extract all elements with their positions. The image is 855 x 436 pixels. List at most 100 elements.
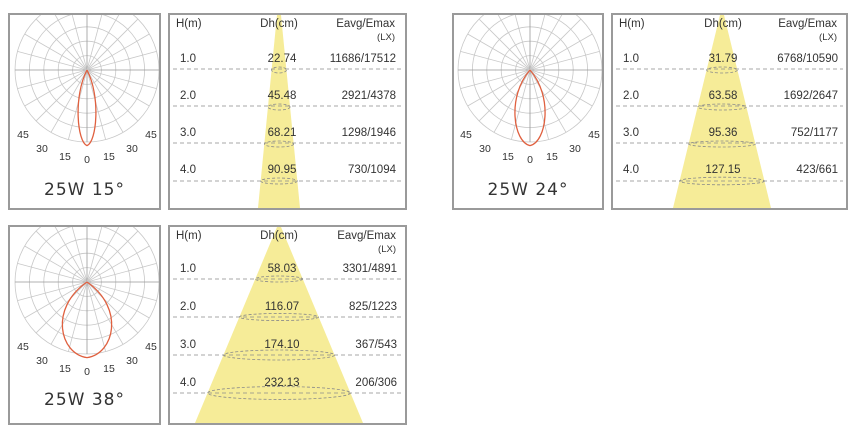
row-illuminance: 730/1094 — [348, 164, 396, 176]
spot-ellipses — [207, 275, 351, 400]
angle-label-right-45: 45 — [145, 129, 157, 141]
row-height: 2.0 — [180, 301, 196, 313]
row-diameter: 116.07 — [264, 301, 300, 313]
row-diameter: 95.36 — [708, 127, 738, 139]
header-illuminance: Eavg/Emax — [336, 18, 395, 30]
row-height: 1.0 — [180, 263, 196, 275]
row-illuminance: 423/661 — [796, 164, 838, 176]
row-diameter: 63.58 — [708, 90, 738, 102]
angle-label-left-15: 15 — [502, 151, 514, 163]
polar-grid — [14, 15, 159, 143]
angle-label-right-30: 30 — [126, 355, 138, 367]
spot-ellipse — [271, 66, 287, 74]
row-height: 4.0 — [623, 164, 639, 176]
beam-cone-38 — [173, 227, 402, 423]
row-illuminance: 6768/10590 — [777, 53, 838, 65]
row-height: 4.0 — [180, 377, 196, 389]
beam-caption: 25W 15° — [44, 180, 125, 200]
beam-caption: 25W 24° — [487, 180, 569, 200]
row-diameter: 174.10 — [264, 339, 300, 351]
angle-label-right-15: 15 — [103, 363, 115, 375]
height-divider-lines — [616, 68, 843, 182]
row-illuminance: 825/1223 — [349, 301, 397, 313]
row-height: 3.0 — [180, 127, 196, 139]
spot-ellipse — [697, 103, 747, 111]
header-height: H(m) — [176, 18, 202, 30]
angle-label-right-30: 30 — [569, 143, 581, 155]
angle-label-right-15: 15 — [103, 151, 115, 163]
spot-ellipse — [267, 103, 291, 111]
polar-grid — [457, 15, 602, 143]
header-illuminance: Eavg/Emax — [778, 18, 837, 30]
angle-label-right-45: 45 — [145, 341, 157, 353]
row-illuminance: 1298/1946 — [341, 127, 396, 139]
row-diameter: 31.79 — [708, 53, 738, 65]
beam-table-panel-15: H(m) Dh(cm) Eavg/Emax (LX) 1.0 22.74 116… — [168, 13, 407, 210]
spot-ellipse — [688, 140, 756, 148]
spot-ellipse — [263, 140, 295, 148]
spot-ellipse — [223, 349, 335, 361]
angle-label-left-15: 15 — [59, 151, 71, 163]
row-diameter: 22.74 — [267, 53, 297, 65]
polar-diagram-24 — [457, 15, 602, 147]
row-illuminance: 3301/4891 — [342, 263, 397, 275]
angle-label-left-45: 45 — [17, 129, 29, 141]
polar-panel-24: 45 30 15 0 15 30 45 25W 24° — [452, 13, 604, 210]
row-height: 2.0 — [180, 90, 196, 102]
spot-ellipse — [260, 177, 298, 185]
polar-diagram-15 — [14, 15, 159, 147]
header-height: H(m) — [176, 230, 202, 242]
spot-ellipse — [238, 313, 320, 321]
header-unit: (LX) — [377, 32, 395, 43]
angle-label-right-15: 15 — [546, 151, 558, 163]
beam-cone — [673, 15, 771, 208]
row-diameter: 232.13 — [264, 377, 300, 389]
row-height: 1.0 — [623, 53, 639, 65]
beam-table-panel-24: H(m) Dh(cm) Eavg/Emax (LX) 1.0 31.79 676… — [611, 13, 848, 210]
light-distribution-curve — [77, 69, 97, 147]
angle-label-left-30: 30 — [479, 143, 491, 155]
row-illuminance: 367/543 — [355, 339, 397, 351]
row-diameter: 45.48 — [267, 90, 297, 102]
angle-label-zero: 0 — [84, 154, 90, 166]
beam-cone — [258, 15, 300, 208]
spot-ellipse — [679, 176, 765, 186]
beam-cone-15 — [173, 15, 402, 208]
angle-label-zero: 0 — [84, 366, 90, 378]
header-unit: (LX) — [378, 244, 396, 255]
beam-cone — [195, 227, 363, 423]
angle-label-zero: 0 — [527, 154, 533, 166]
beam-cone-24 — [616, 15, 843, 208]
angle-label-left-45: 45 — [460, 129, 472, 141]
angle-label-right-30: 30 — [126, 143, 138, 155]
spot-ellipse — [207, 386, 351, 400]
polar-diagram-38 — [14, 227, 159, 359]
header-illuminance: Eavg/Emax — [337, 230, 396, 242]
header-height: H(m) — [619, 18, 645, 30]
angle-label-left-30: 30 — [36, 143, 48, 155]
row-diameter: 68.21 — [267, 127, 297, 139]
row-diameter: 58.03 — [267, 263, 297, 275]
height-divider-lines — [173, 278, 402, 394]
header-unit: (LX) — [819, 32, 837, 43]
beam-caption: 25W 38° — [44, 390, 125, 410]
row-height: 4.0 — [180, 164, 196, 176]
height-divider-lines — [173, 68, 402, 182]
row-diameter: 127.15 — [705, 164, 741, 176]
polar-panel-15: 45 30 15 0 15 30 45 25W 15° — [8, 13, 161, 210]
header-diameter: Dh(cm) — [704, 18, 742, 30]
polar-grid — [14, 227, 159, 355]
row-illuminance: 206/306 — [355, 377, 397, 389]
angle-label-right-45: 45 — [588, 129, 600, 141]
light-distribution-curve — [514, 69, 546, 147]
row-height: 3.0 — [180, 339, 196, 351]
row-height: 3.0 — [623, 127, 639, 139]
row-diameter: 90.95 — [267, 164, 297, 176]
header-diameter: Dh(cm) — [260, 230, 298, 242]
spot-ellipses — [260, 66, 298, 185]
light-distribution-curve — [61, 281, 113, 359]
beam-table-panel-38: H(m) Dh(cm) Eavg/Emax (LX) 1.0 58.03 330… — [168, 225, 407, 425]
angle-label-left-30: 30 — [36, 355, 48, 367]
row-illuminance: 2921/4378 — [341, 90, 396, 102]
polar-panel-38: 45 30 15 0 15 30 45 25W 38° — [8, 225, 161, 425]
